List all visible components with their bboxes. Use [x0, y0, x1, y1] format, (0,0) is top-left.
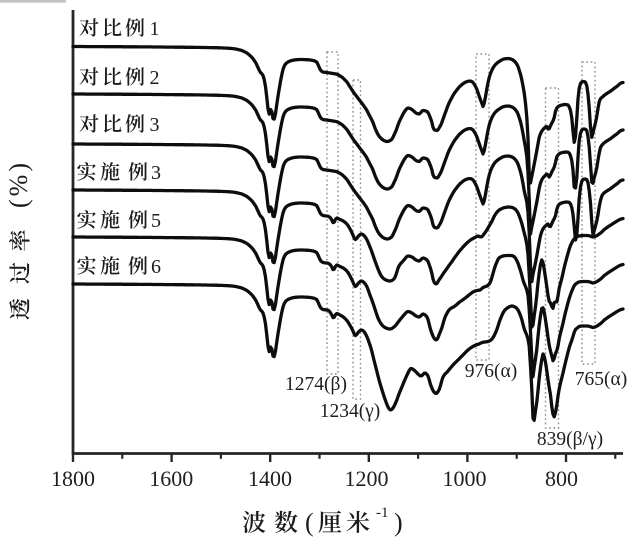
svg-text:1000: 1000: [443, 466, 487, 491]
svg-text:1234(γ): 1234(γ): [320, 401, 381, 422]
svg-text:1: 1: [150, 18, 160, 40]
svg-text:(: (: [305, 508, 314, 537]
svg-text:-1: -1: [376, 505, 389, 521]
svg-text:2: 2: [150, 67, 160, 89]
svg-text:5: 5: [151, 210, 161, 232]
svg-text:1800: 1800: [51, 466, 95, 491]
svg-text:1400: 1400: [248, 466, 292, 491]
svg-text:1274(β): 1274(β): [285, 374, 347, 395]
svg-text:839(β/γ): 839(β/γ): [537, 429, 603, 450]
svg-text:976(α): 976(α): [465, 361, 517, 382]
svg-text:(%): (%): [4, 160, 33, 208]
svg-text:800: 800: [545, 466, 578, 491]
svg-text:765(α): 765(α): [575, 369, 627, 390]
svg-text:3: 3: [150, 114, 160, 136]
svg-text:3: 3: [151, 162, 161, 184]
svg-text:): ): [394, 508, 403, 537]
svg-text:1200: 1200: [345, 466, 389, 491]
svg-text:1600: 1600: [149, 466, 193, 491]
svg-text:6: 6: [151, 256, 161, 278]
